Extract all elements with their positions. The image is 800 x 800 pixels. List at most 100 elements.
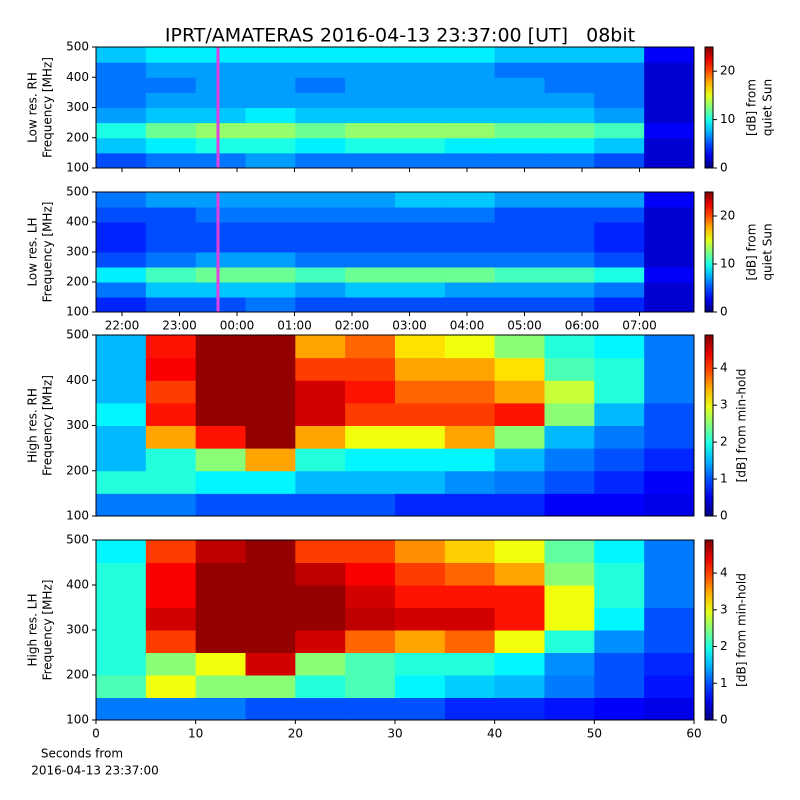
- heatmap-cell: [494, 77, 545, 93]
- heatmap-cell: [644, 402, 695, 426]
- heatmap-cell: [494, 607, 545, 631]
- heatmap-cell: [295, 425, 346, 449]
- heatmap-cell: [345, 448, 396, 472]
- heatmap-cell: [145, 297, 197, 313]
- heatmap-cell: [544, 470, 595, 494]
- heatmap-cell: [544, 335, 595, 359]
- heatmap-cell: [245, 402, 296, 426]
- heatmap-cell: [195, 222, 246, 238]
- heatmap-cell: [544, 380, 595, 404]
- colorbar-tick-label: 1: [720, 676, 728, 690]
- heatmap-cell: [295, 697, 346, 721]
- heatmap-cell: [96, 585, 147, 608]
- heatmap-cell: [594, 675, 645, 698]
- heatmap-cell: [544, 652, 595, 676]
- heatmap-cell: [395, 107, 446, 124]
- colorbar: [704, 46, 714, 169]
- heatmap-cell: [594, 47, 645, 63]
- heatmap-cell: [594, 335, 645, 359]
- x-tick-label: 10: [188, 727, 203, 741]
- heatmap-cell: [345, 107, 396, 124]
- colorbar-tick-label: 1: [720, 472, 728, 486]
- heatmap-cell: [395, 335, 446, 359]
- heatmap-cell: [395, 62, 446, 78]
- heatmap-cell: [295, 585, 346, 608]
- heatmap-cell: [544, 425, 595, 449]
- heatmap-cell: [145, 675, 197, 698]
- heatmap-cell: [145, 237, 197, 253]
- heatmap-cell: [444, 357, 496, 381]
- heatmap-cell: [245, 675, 296, 698]
- x-tick-label: 01:00: [277, 319, 312, 333]
- heatmap-cell: [96, 675, 147, 698]
- heatmap-cell: [594, 62, 645, 78]
- heatmap-cell: [145, 107, 197, 124]
- heatmap-cell: [594, 137, 645, 154]
- heatmap-cell: [345, 62, 396, 78]
- heatmap-cell: [295, 282, 346, 298]
- colorbar-tick-label: 0: [720, 713, 728, 727]
- heatmap-cell: [395, 607, 446, 631]
- heatmap-cell: [594, 107, 645, 124]
- heatmap-cell: [444, 697, 496, 721]
- heatmap-cell: [345, 282, 396, 298]
- heatmap-cell: [345, 335, 396, 359]
- y-tick-label: 300: [66, 100, 89, 114]
- heatmap-cell: [96, 282, 147, 298]
- heatmap-cell: [245, 380, 296, 404]
- heatmap-cell: [594, 585, 645, 608]
- heatmap-cell: [644, 267, 695, 283]
- heatmap-cell: [345, 267, 396, 283]
- colorbar: [704, 191, 714, 313]
- heatmap-cell: [644, 425, 695, 449]
- x-tick-label: 22:00: [105, 319, 140, 333]
- heatmap-cell: [594, 448, 645, 472]
- heatmap-cell: [644, 335, 695, 359]
- heatmap-cell: [544, 47, 595, 63]
- heatmap-cell: [295, 107, 346, 124]
- heatmap-cell: [145, 562, 197, 586]
- heatmap-cell: [145, 585, 197, 608]
- heatmap-cell: [444, 152, 496, 169]
- heatmap-cell: [395, 425, 446, 449]
- heatmap-cell: [345, 297, 396, 313]
- heatmap-cell: [195, 267, 246, 283]
- heatmap-cell: [494, 47, 545, 63]
- x-axis-label: 2016-04-13 23:37:00: [31, 764, 158, 778]
- heatmap-cell: [195, 62, 246, 78]
- heatmap-cell: [96, 380, 147, 404]
- heatmap-cell: [395, 122, 446, 139]
- heatmap-cell: [644, 237, 695, 253]
- heatmap-cell: [295, 237, 346, 253]
- heatmap-cell: [444, 137, 496, 154]
- heatmap-cell: [145, 448, 197, 472]
- heatmap-cell: [644, 62, 695, 78]
- heatmap-cell: [644, 252, 695, 268]
- heatmap-cell: [594, 493, 645, 517]
- heatmap-cell: [644, 697, 695, 721]
- colorbar-tick-label: 0: [720, 161, 728, 175]
- heatmap-cell: [345, 380, 396, 404]
- heatmap-cell: [295, 192, 346, 208]
- heatmap-cell: [594, 425, 645, 449]
- colorbar-tick-label: 20: [720, 64, 735, 78]
- heatmap-cell: [444, 62, 496, 78]
- heatmap-cell: [195, 237, 246, 253]
- heatmap-cell: [295, 137, 346, 154]
- heatmap-cell: [245, 267, 296, 283]
- heatmap-cell: [245, 607, 296, 631]
- heatmap-cell: [96, 252, 147, 268]
- heatmap-cell: [644, 448, 695, 472]
- heatmap-cell: [494, 448, 545, 472]
- heatmap-cell: [145, 402, 197, 426]
- heatmap-cell: [544, 192, 595, 208]
- heatmap-cell: [295, 222, 346, 238]
- heatmap-cell: [145, 222, 197, 238]
- heatmap-cell: [345, 630, 396, 653]
- heatmap-cell: [594, 77, 645, 93]
- heatmap-cell: [544, 630, 595, 653]
- heatmap-cell: [245, 122, 296, 139]
- colorbar-tick-label: 3: [720, 398, 728, 412]
- heatmap-cell: [644, 207, 695, 223]
